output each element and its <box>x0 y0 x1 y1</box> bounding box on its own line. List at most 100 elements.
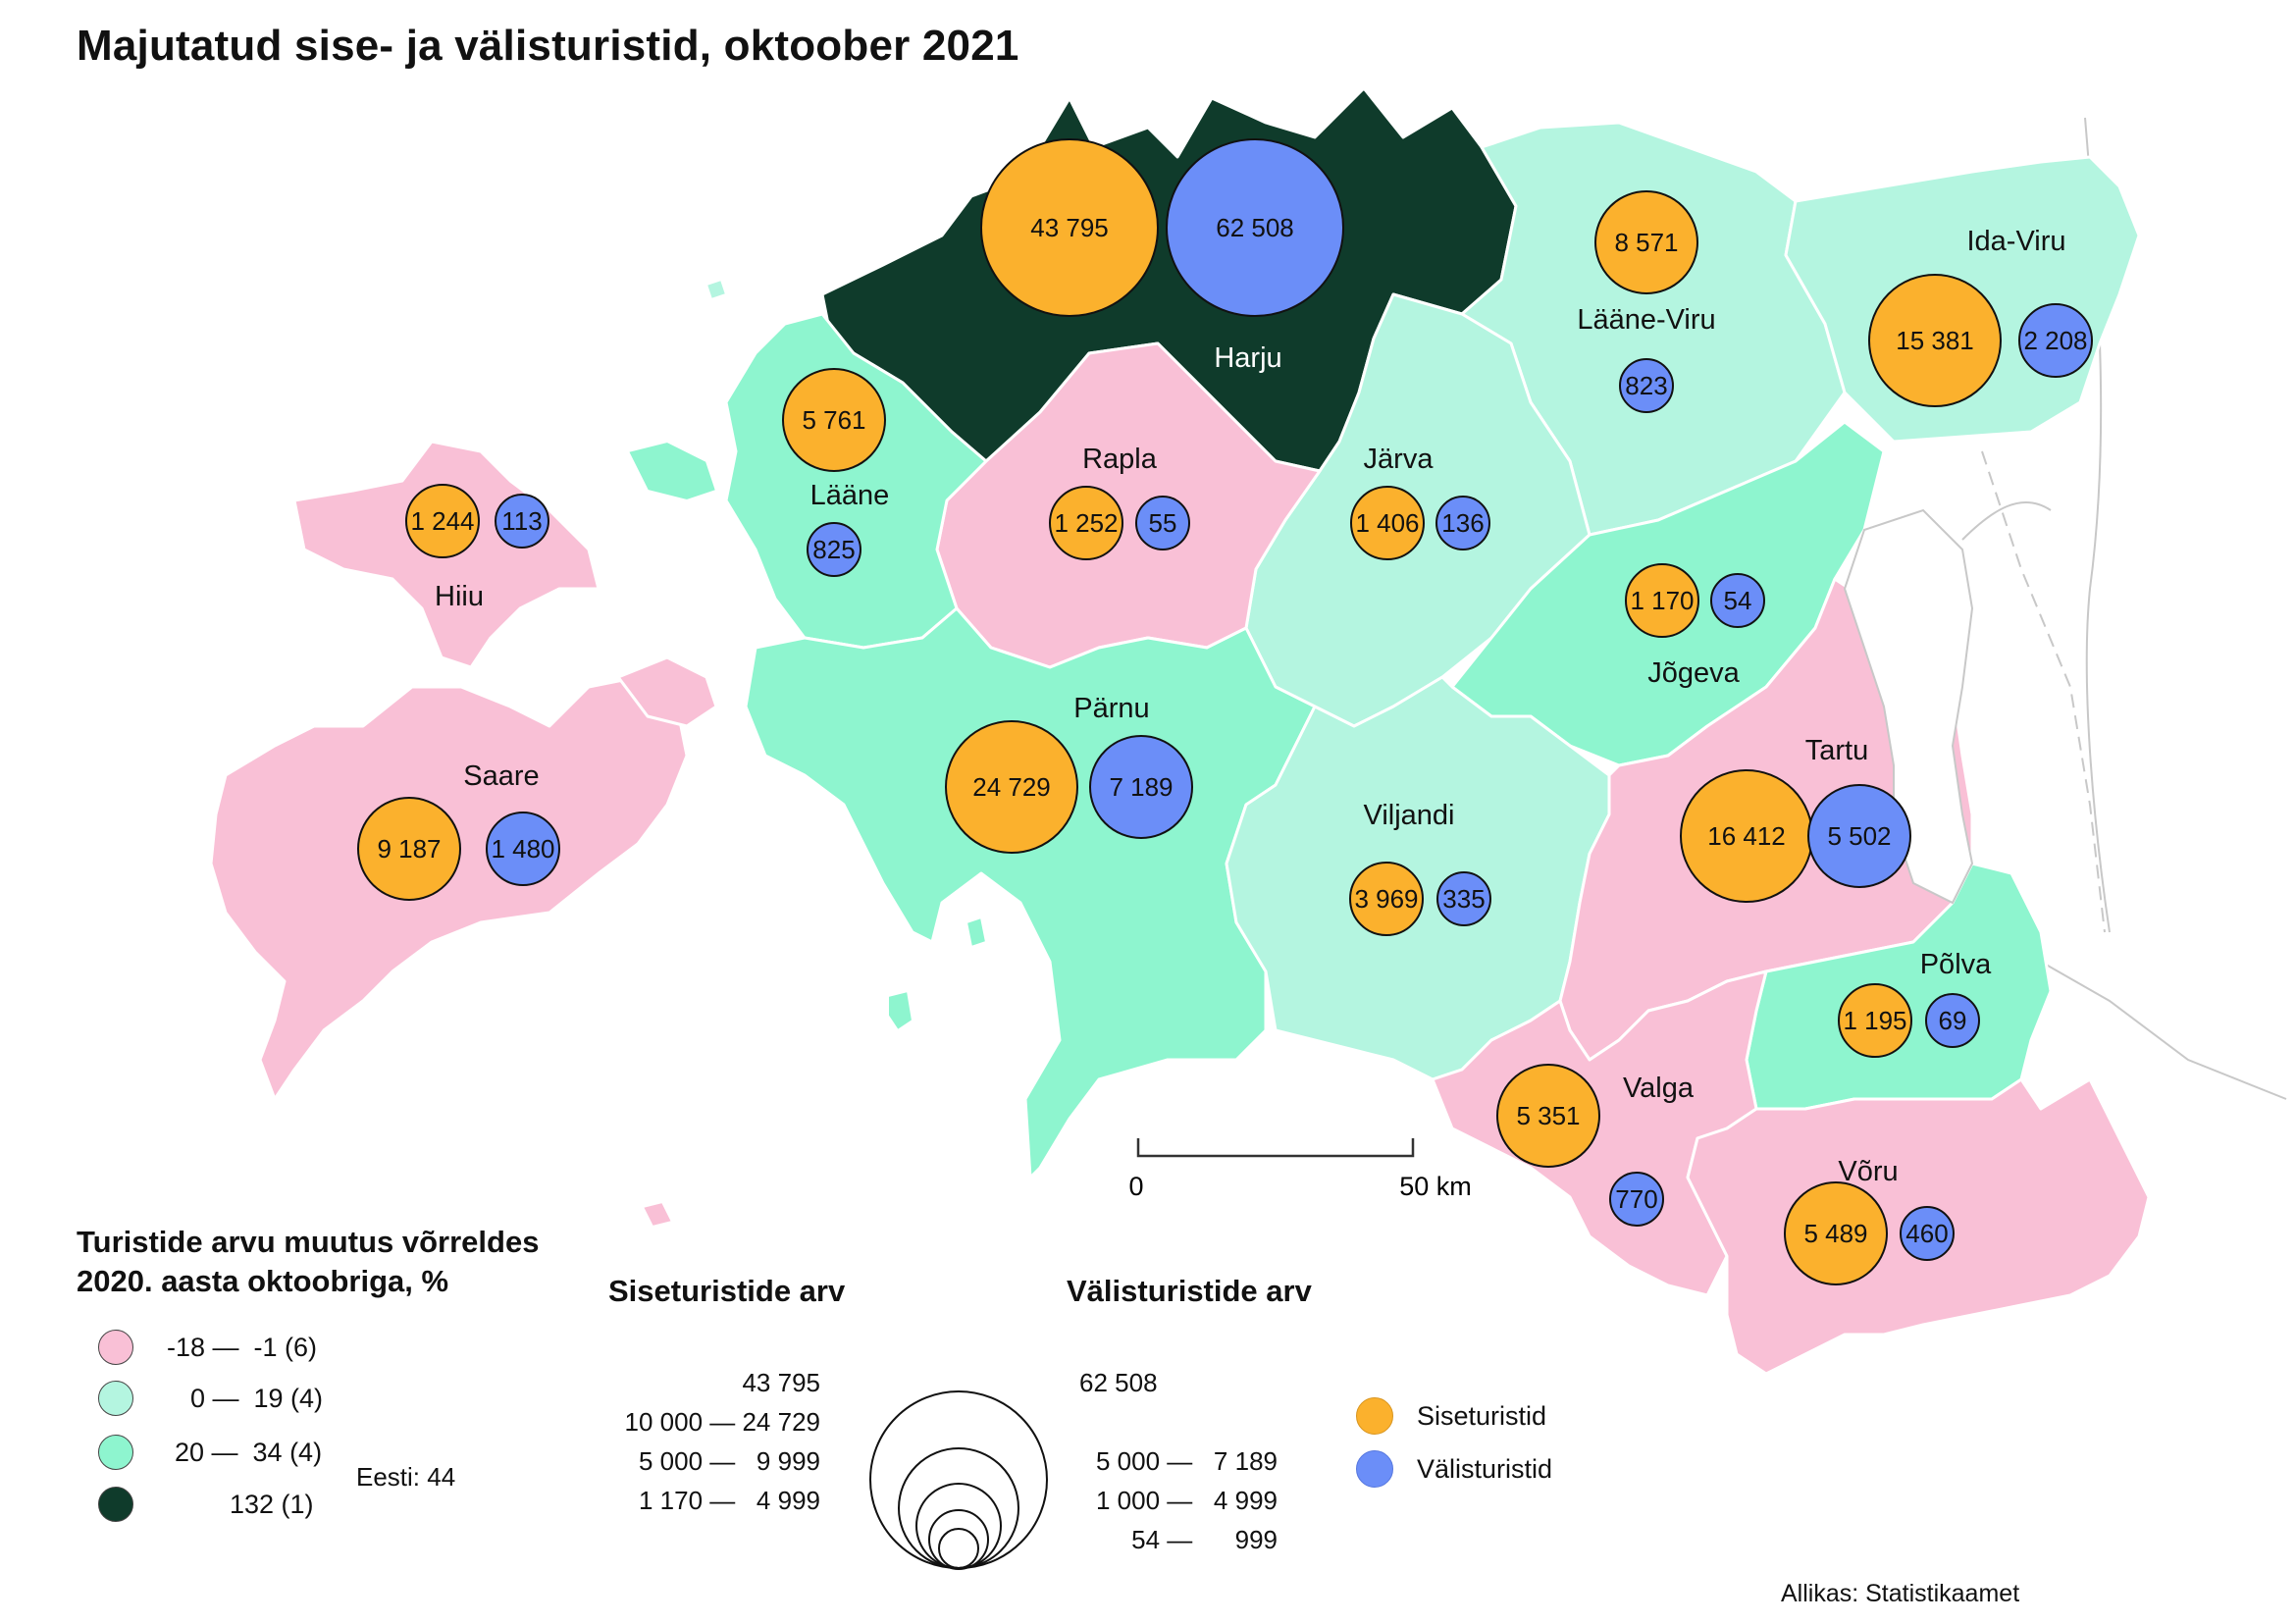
county-label-laane-viru: Lääne-Viru <box>1577 304 1715 336</box>
county-saare-area <box>209 675 689 1101</box>
bubble-label-foreign-parnu: 7 189 <box>1109 772 1173 802</box>
legend-swatch-class4 <box>98 1487 133 1522</box>
county-label-jarva: Järva <box>1364 444 1435 475</box>
island-naissaar <box>704 278 728 301</box>
county-label-laane: Lääne <box>810 480 890 511</box>
bubble-foreign-valga <box>1609 1172 1664 1227</box>
bubble-domestic-harju <box>980 138 1159 317</box>
bubble-label-domestic-ida-viru: 15 381 <box>1896 326 1974 355</box>
county-label-jogeva: Jõgeva <box>1647 657 1740 689</box>
county-label-harju: Harju <box>1214 342 1281 374</box>
scale-bar-start: 0 <box>1128 1172 1143 1201</box>
bubble-foreign-parnu <box>1089 735 1193 839</box>
domestic-legend-title: Siseturistide arv <box>608 1274 846 1308</box>
bubble-label-foreign-polva: 69 <box>1939 1006 1967 1035</box>
legend-class3-label: 20 — 34 (4) <box>175 1438 323 1467</box>
bubble-label-foreign-harju: 62 508 <box>1216 213 1294 242</box>
proportional-symbols: 43 795 62 508 8 571 823 15 381 2 208 5 761 825 1… <box>357 138 2093 1285</box>
bubble-label-domestic-voru: 5 489 <box>1803 1219 1867 1248</box>
size-legend-circle-5 <box>938 1528 979 1569</box>
estonia-total-change: Eesti: 44 <box>356 1462 456 1492</box>
bubble-label-foreign-valga: 770 <box>1615 1184 1657 1214</box>
bubble-domestic-parnu <box>945 720 1078 854</box>
legend-class1-label: -18 — -1 (6) <box>167 1333 318 1362</box>
size-legend-circle-4 <box>928 1509 989 1570</box>
county-label-saare: Saare <box>463 760 539 792</box>
size-legend-circles <box>869 1390 1048 1570</box>
bubble-domestic-valga <box>1496 1064 1600 1168</box>
bubble-domestic-viljandi <box>1349 862 1424 936</box>
legend-domestic-label: Siseturistid <box>1417 1401 1547 1431</box>
county-label-ida-viru: Ida-Viru <box>1966 226 2065 257</box>
size-legend-circle-1 <box>869 1390 1048 1569</box>
bubble-domestic-voru <box>1784 1181 1888 1285</box>
bubble-label-foreign-tartu: 5 502 <box>1827 821 1891 851</box>
small-islands <box>626 278 988 1229</box>
foreign-legend-title: Välisturistide arv <box>1067 1274 1312 1308</box>
legend-swatch-class3 <box>98 1435 133 1470</box>
county-label-valga: Valga <box>1623 1073 1695 1104</box>
bubble-foreign-laane <box>807 522 861 577</box>
bubble-domestic-rapla <box>1049 486 1123 560</box>
bubble-label-domestic-rapla: 1 252 <box>1054 508 1118 538</box>
bubble-foreign-jogeva <box>1710 573 1765 628</box>
bubble-label-domestic-jarva: 1 406 <box>1355 508 1419 538</box>
county-label-parnu: Pärnu <box>1073 693 1149 724</box>
bubble-label-foreign-viljandi: 335 <box>1442 884 1485 914</box>
bubble-label-domestic-laane: 5 761 <box>802 405 865 435</box>
island-kihnu <box>965 916 988 949</box>
county-areas <box>209 86 2151 1376</box>
legend-swatch-class2 <box>98 1381 133 1416</box>
island-vormsi <box>626 440 718 502</box>
bubble-foreign-laane-viru <box>1619 358 1674 413</box>
island-ruhnu <box>887 989 914 1032</box>
county-label-polva: Põlva <box>1920 949 1992 980</box>
legend-class2-label: 0 — 19 (4) <box>190 1384 324 1413</box>
scale-bar-end: 50 km <box>1399 1172 1472 1201</box>
bubble-label-domestic-jogeva: 1 170 <box>1630 586 1694 615</box>
scale-bar-line <box>1136 1138 1415 1158</box>
foreign-range-3: 1 000 — 4 999 <box>1095 1486 1278 1515</box>
legend-foreign-label: Välisturistid <box>1417 1454 1553 1484</box>
bubble-foreign-polva <box>1925 993 1980 1048</box>
domestic-range-2: 10 000 — 24 729 <box>624 1407 821 1437</box>
legend-class4-label: 132 (1) <box>230 1490 314 1519</box>
island-abruka <box>641 1200 674 1229</box>
bubble-label-domestic-saare: 9 187 <box>377 834 441 864</box>
domestic-range-1: 43 795 <box>742 1368 820 1397</box>
bubble-domestic-polva <box>1838 983 1912 1058</box>
bubble-foreign-hiiu <box>495 494 549 549</box>
bubble-label-foreign-hiiu: 113 <box>501 506 542 536</box>
bubble-domestic-jogeva <box>1625 563 1699 638</box>
source-note: Allikas: Statistikaamet <box>1781 1580 2020 1607</box>
bubble-domestic-laane-viru <box>1594 190 1698 294</box>
foreign-range-1: 62 508 <box>1079 1368 1158 1397</box>
bubble-foreign-tartu <box>1807 784 1911 888</box>
size-legend-circle-2 <box>898 1447 1019 1569</box>
change-legend-title-line2: 2020. aasta oktoobriga, % <box>77 1264 449 1298</box>
bubble-label-domestic-laane-viru: 8 571 <box>1614 228 1678 257</box>
legend-swatch-class1 <box>98 1330 133 1365</box>
change-legend-title-line1: Turistide arvu muutus võrreldes <box>77 1225 540 1259</box>
county-muhu-area <box>616 655 718 728</box>
domestic-range-3: 5 000 — 9 999 <box>638 1446 820 1476</box>
change-legend-title: Turistide arvu muutus võrreldes 2020. aa… <box>77 1223 539 1301</box>
bubble-label-domestic-polva: 1 195 <box>1843 1006 1906 1035</box>
scale-bar: 0 50 km <box>1128 1138 1472 1201</box>
bubble-domestic-jarva <box>1350 486 1425 560</box>
county-labels: Harju Lääne-Viru Ida-Viru Lääne Rapla Jä… <box>435 226 2066 1187</box>
bubble-label-domestic-harju: 43 795 <box>1030 213 1109 242</box>
bubble-label-domestic-hiiu: 1 244 <box>410 506 474 536</box>
size-legend-circle-3 <box>915 1483 1002 1569</box>
bubble-label-foreign-ida-viru: 2 208 <box>2023 326 2087 355</box>
foreign-range-2: 5 000 — 7 189 <box>1095 1446 1278 1476</box>
bubble-label-foreign-saare: 1 480 <box>491 834 554 864</box>
foreign-range-4: 54 — 999 <box>1131 1525 1278 1554</box>
bubble-foreign-voru <box>1900 1206 1955 1261</box>
bubble-foreign-jarva <box>1435 496 1490 550</box>
bubble-label-foreign-jarva: 136 <box>1441 508 1484 538</box>
domestic-range-4: 1 170 — 4 999 <box>638 1486 820 1515</box>
bubble-foreign-saare <box>486 812 560 886</box>
bubble-foreign-ida-viru <box>2018 303 2093 378</box>
lake-peipus <box>1843 508 1974 905</box>
